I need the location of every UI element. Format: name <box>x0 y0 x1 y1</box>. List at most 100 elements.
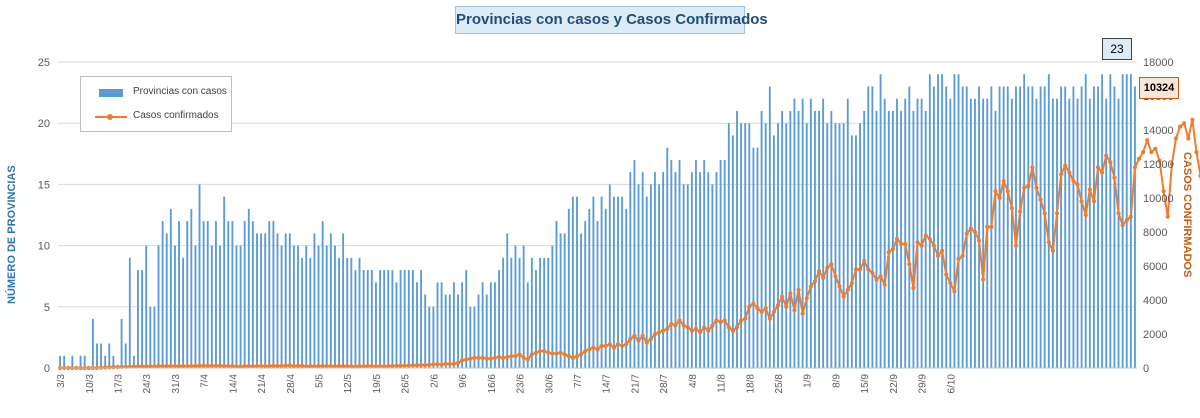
case-point <box>295 363 301 368</box>
case-point <box>968 226 973 231</box>
bar <box>391 270 394 368</box>
bar <box>535 270 537 368</box>
x-tick-label: 22/9 <box>889 374 900 394</box>
bar <box>850 135 853 368</box>
case-point <box>1108 160 1113 165</box>
case-point <box>607 342 612 347</box>
bar <box>867 86 870 368</box>
bar <box>432 306 435 368</box>
case-point <box>209 363 214 368</box>
bar <box>141 270 144 368</box>
case-point <box>681 323 686 328</box>
bar <box>305 245 308 368</box>
case-point <box>336 363 342 369</box>
bar <box>407 270 410 368</box>
bar <box>953 74 956 369</box>
case-point <box>492 355 498 360</box>
case-point <box>168 363 173 369</box>
case-point <box>624 342 629 347</box>
bar <box>83 355 86 368</box>
case-point <box>369 364 374 369</box>
bar <box>875 110 878 369</box>
bar <box>887 110 890 369</box>
legend-item-line: Casos confirmados <box>91 109 231 125</box>
case-point <box>697 330 703 335</box>
case-point <box>1169 161 1174 167</box>
bar <box>227 221 230 368</box>
bar <box>239 245 242 368</box>
y-axis-label-right: CASOS CONFIRMADOS <box>1181 152 1193 278</box>
bar <box>826 123 829 368</box>
bar <box>264 233 267 368</box>
case-point <box>1182 121 1187 126</box>
case-point <box>566 354 571 359</box>
y2-tick-label: 18000 <box>1143 57 1174 69</box>
case-point <box>279 363 284 368</box>
bar <box>658 184 660 368</box>
case-point <box>1054 211 1060 216</box>
case-point <box>632 333 637 338</box>
bar <box>231 221 234 368</box>
case-point <box>882 282 887 287</box>
legend-swatch-dot <box>107 114 113 120</box>
bar <box>571 196 574 368</box>
bar <box>169 208 172 368</box>
case-point <box>554 351 559 356</box>
bar <box>1047 74 1050 369</box>
case-point <box>398 363 403 368</box>
axes: 0 5 10 15 20 25 0 2000 4000 6000 8000 10000 12000 140… <box>38 57 1174 393</box>
case-point <box>1161 189 1166 194</box>
bar <box>288 233 291 368</box>
x-tick-label: 23/6 <box>516 374 527 394</box>
case-point <box>808 284 813 289</box>
y2-tick-label: 0 <box>1143 363 1149 375</box>
case-point <box>1067 170 1072 175</box>
case-point <box>148 364 153 369</box>
bar <box>452 282 455 368</box>
case-point <box>972 229 978 235</box>
case-point <box>796 287 801 292</box>
bar <box>91 319 94 368</box>
case-point <box>308 364 313 369</box>
bar <box>768 86 771 368</box>
bar <box>1010 98 1013 368</box>
bar <box>395 282 398 368</box>
case-point <box>140 364 145 369</box>
x-tick-label: 18/8 <box>745 374 756 394</box>
bar <box>132 355 135 368</box>
case-point <box>935 253 941 258</box>
bar <box>284 233 287 368</box>
bar <box>686 184 689 368</box>
bar <box>711 184 714 368</box>
case-point <box>784 304 789 309</box>
bar <box>128 257 131 368</box>
case-point <box>718 320 723 325</box>
bar <box>210 245 213 368</box>
bar <box>260 233 263 368</box>
bar <box>1027 86 1030 368</box>
case-point <box>702 325 707 330</box>
case-point <box>410 363 415 368</box>
case-point <box>382 364 387 369</box>
bar <box>202 221 205 368</box>
case-point <box>287 363 292 368</box>
case-point <box>455 360 461 365</box>
case-point <box>332 364 338 369</box>
bar <box>399 270 402 368</box>
bar <box>752 147 755 368</box>
case-point <box>447 361 452 367</box>
bar <box>120 319 123 368</box>
case-point <box>501 355 506 360</box>
bar <box>383 270 386 368</box>
x-tick-label: 21/7 <box>630 374 641 394</box>
case-point <box>1177 124 1183 129</box>
bar <box>645 196 648 368</box>
case-point <box>267 363 272 369</box>
bar <box>1084 74 1087 369</box>
bar <box>1088 98 1091 368</box>
bar <box>235 245 238 368</box>
bar <box>690 172 693 368</box>
bar <box>1039 86 1042 368</box>
bar <box>855 135 857 368</box>
bar <box>1080 86 1083 368</box>
